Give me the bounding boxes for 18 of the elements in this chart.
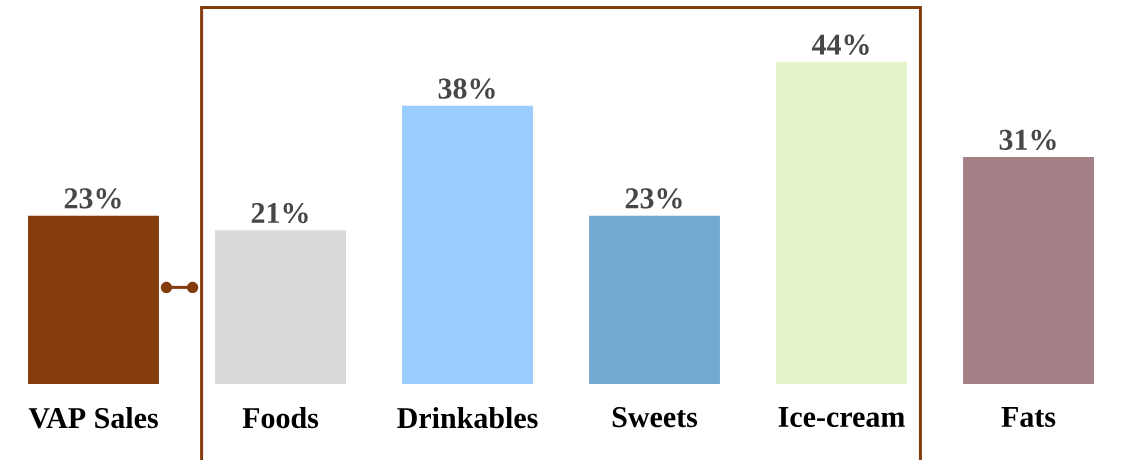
- x-tick-label: Ice-cream: [778, 407, 905, 427]
- bar: [589, 215, 720, 384]
- bar: [776, 61, 907, 384]
- data-label: 38%: [438, 78, 495, 99]
- x-tick-label: Drinkables: [397, 407, 538, 429]
- data-label: 44%: [811, 34, 869, 55]
- x-tick-label: VAP Sales: [28, 407, 158, 429]
- data-label: 31%: [999, 129, 1056, 151]
- bar: [215, 230, 346, 384]
- bar: [28, 215, 159, 384]
- x-tick-label: Fats: [1001, 407, 1056, 427]
- bar: [402, 105, 533, 384]
- x-tick-label: Sweets: [612, 407, 698, 428]
- x-tick-label: Foods: [242, 407, 319, 429]
- data-label: 21%: [251, 202, 308, 224]
- data-label: 23%: [64, 188, 121, 209]
- data-label: 23%: [625, 188, 682, 209]
- bar: [963, 157, 1094, 384]
